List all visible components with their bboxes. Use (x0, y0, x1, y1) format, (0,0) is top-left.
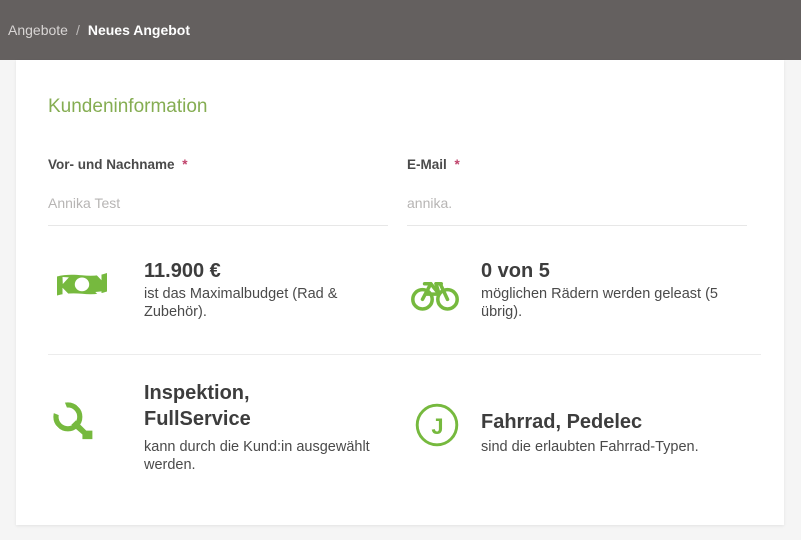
svg-text:J: J (431, 414, 443, 439)
